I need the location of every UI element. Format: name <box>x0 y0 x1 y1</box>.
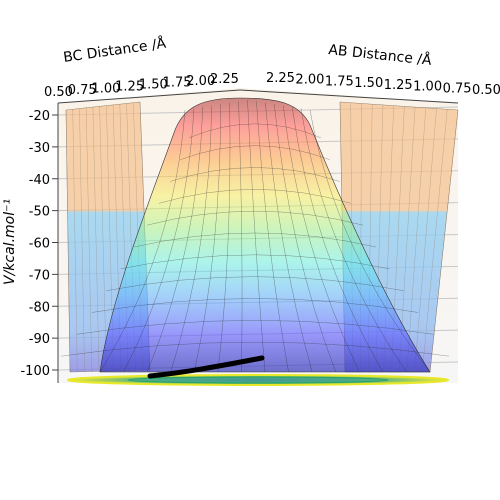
wall-mesh-line <box>65 109 71 373</box>
surface-mesh-line <box>274 104 336 373</box>
y-axis-ticks: 2.25 2.00 1.75 1.50 1.25 1.00 0.75 0.50 <box>266 71 500 98</box>
surface-mesh-line <box>238 101 243 373</box>
x-tick-label: 0.50 <box>44 85 73 100</box>
contour-projection <box>67 374 449 386</box>
z-tick-label: -20 <box>29 109 50 124</box>
contour-line <box>67 374 449 386</box>
x-tick-label: 2.00 <box>186 74 215 89</box>
surface-mesh-line <box>247 99 266 373</box>
wall-mesh-line <box>429 109 459 373</box>
surface-mesh-line <box>217 102 231 373</box>
surface-mesh-line <box>61 341 449 357</box>
surface-mesh-line <box>170 167 340 182</box>
z-tick-label: -100 <box>20 364 50 379</box>
surface-mesh-line <box>194 104 221 373</box>
surface-mesh-line <box>256 101 289 373</box>
wall-mesh-line <box>406 107 427 373</box>
trajectory-line <box>147 355 265 379</box>
x-tick-label: 2.25 <box>210 72 239 87</box>
wall-mesh-line <box>72 109 78 373</box>
y-tick-label: 2.25 <box>266 71 295 86</box>
surface-mesh-line <box>134 232 376 248</box>
surface-mesh-line <box>120 254 390 270</box>
surface-mesh-line <box>265 102 313 373</box>
surface-mesh-line <box>282 105 360 373</box>
z-axis-ticks: -20 -30 -40 -50 -60 -70 -80 -90 -100 <box>20 109 58 379</box>
surface-mesh-line <box>76 320 434 335</box>
x-tick-label: 1.00 <box>91 81 120 96</box>
surface-mesh-line <box>146 107 204 373</box>
y-tick-label: 1.00 <box>413 80 442 95</box>
wall-mesh-line <box>422 109 448 373</box>
x-axis-label: BC Distance /Å <box>62 35 167 66</box>
x-tick-label: 1.25 <box>115 79 144 94</box>
x-tick-label: 1.50 <box>139 78 168 93</box>
surface-mesh-line <box>99 109 186 373</box>
z-tick-label: -60 <box>29 237 50 252</box>
y-tick-label: 1.25 <box>384 78 413 93</box>
z-tick-label: -30 <box>29 141 50 156</box>
surface-body <box>99 97 431 373</box>
z-tick-label: -50 <box>29 205 50 220</box>
surface-mesh-line <box>106 276 404 291</box>
surface-mesh-line <box>146 211 364 226</box>
potential-surface <box>61 97 449 373</box>
x-tick-label: 0.75 <box>68 83 97 98</box>
surface-mesh-line <box>170 105 213 373</box>
y-tick-label: 0.75 <box>443 81 472 96</box>
surface-mesh-line <box>158 189 352 204</box>
surface-mesh-line <box>300 108 407 373</box>
wall-mesh-line <box>92 107 100 373</box>
contour-line <box>127 376 389 384</box>
y-axis-label: AB Distance /Å <box>328 41 433 69</box>
surface-mesh-line <box>123 108 195 373</box>
surface-mesh-line <box>91 298 419 313</box>
z-tick-label: -70 <box>29 268 50 283</box>
wall-mesh-line <box>99 106 107 373</box>
z-tick-label: -40 <box>29 173 50 188</box>
y-tick-label: 1.50 <box>354 76 383 91</box>
y-tick-label: 2.00 <box>295 73 324 88</box>
wall-mesh-line <box>79 108 85 373</box>
y-tick-label: 0.50 <box>472 83 500 98</box>
x-tick-label: 1.75 <box>163 76 192 91</box>
surface-mesh-line <box>309 109 431 373</box>
z-tick-label: -90 <box>29 332 50 347</box>
y-tick-label: 1.75 <box>325 74 354 89</box>
surface-mesh-line <box>291 107 384 373</box>
surface-mesh-line <box>180 145 330 160</box>
reaction-trajectory <box>147 355 265 379</box>
surface-mesh-line <box>188 123 322 139</box>
wall-mesh-line <box>414 108 437 373</box>
z-axis-label: V/kcal.mol⁻¹ <box>2 199 18 285</box>
z-tick-label: -80 <box>29 300 50 315</box>
wall-mesh-line <box>85 107 93 373</box>
x-axis-ticks: 0.500.751.001.251.501.752.002.25 <box>44 72 239 100</box>
